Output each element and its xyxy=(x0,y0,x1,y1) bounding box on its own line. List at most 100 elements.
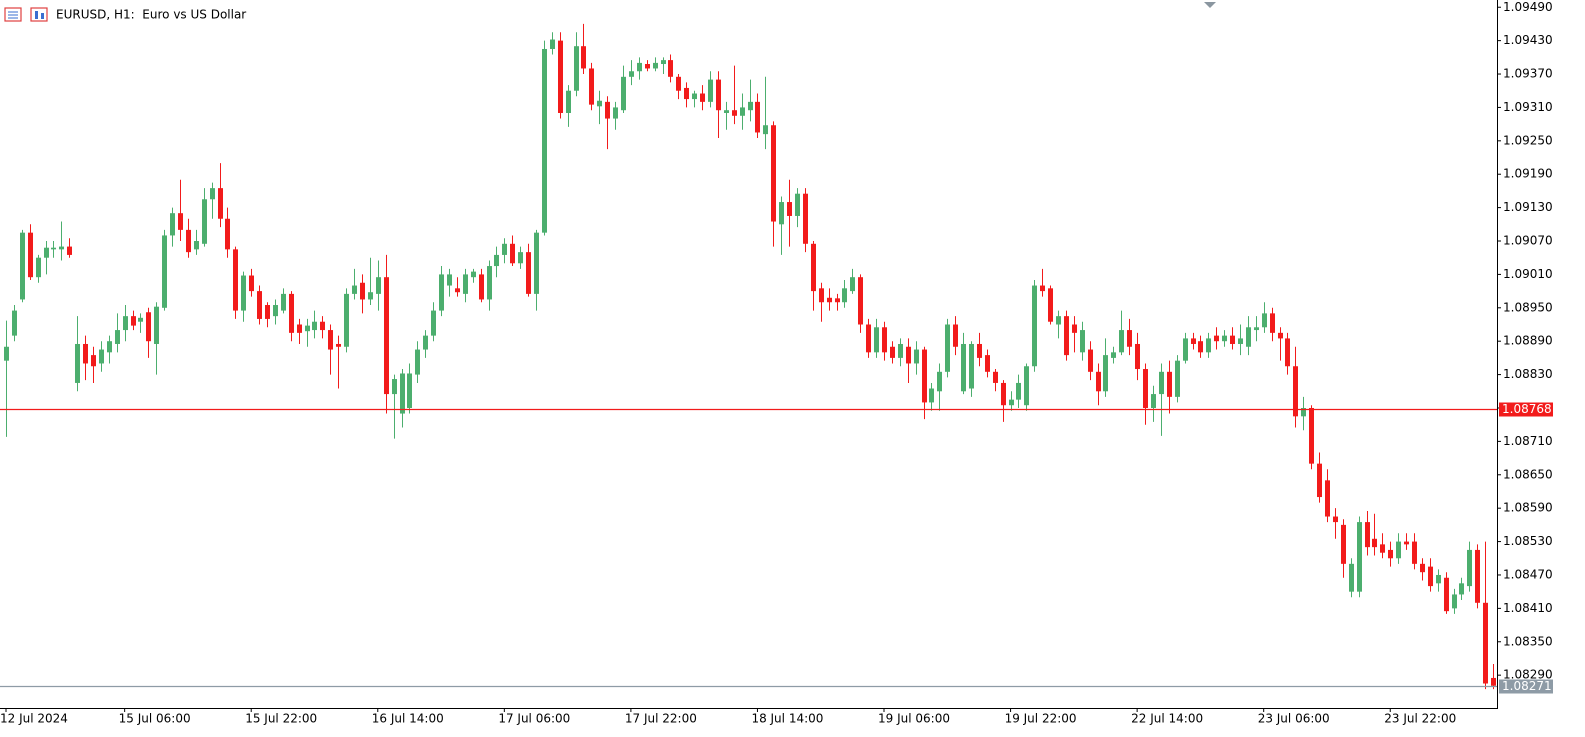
candle-body xyxy=(289,293,294,333)
candle-body xyxy=(748,101,753,111)
candle-body xyxy=(44,247,49,258)
candle-body xyxy=(629,71,634,77)
candle-body xyxy=(1001,382,1006,406)
candle-body xyxy=(1309,407,1314,464)
candle-body xyxy=(1080,330,1085,353)
candle-body xyxy=(898,343,903,358)
x-tick-label: 18 Jul 14:00 xyxy=(751,712,823,726)
candle-body xyxy=(1016,382,1021,400)
candle-body xyxy=(392,379,397,395)
y-tick-label: 1.09430 xyxy=(1503,33,1553,47)
y-tick-label: 1.08590 xyxy=(1503,501,1553,515)
candle-body xyxy=(233,249,238,311)
candle-body xyxy=(471,271,476,278)
x-tick-label: 17 Jul 06:00 xyxy=(498,712,570,726)
candle-body xyxy=(12,310,17,336)
candle-body xyxy=(1428,566,1433,587)
x-tick-label: 12 Jul 2024 xyxy=(0,712,68,726)
candles xyxy=(4,23,1496,690)
candle-body xyxy=(1293,366,1298,417)
candle-body xyxy=(20,232,25,300)
candle-body xyxy=(661,60,666,65)
candle-body xyxy=(186,229,191,253)
candle-body xyxy=(1475,549,1480,603)
candle-body xyxy=(178,213,183,230)
candle-body xyxy=(953,324,958,347)
candle-body xyxy=(1151,394,1156,408)
candle-body xyxy=(929,388,934,403)
candle-body xyxy=(510,243,515,264)
candle-body xyxy=(273,305,278,317)
candle-body xyxy=(637,62,642,72)
candle-body xyxy=(1341,524,1346,564)
candle-body xyxy=(1467,549,1472,587)
price-label-box xyxy=(1499,402,1553,417)
candle-body xyxy=(724,110,729,113)
candle-body xyxy=(835,298,840,303)
candle-body xyxy=(945,324,950,372)
y-tick-label: 1.09010 xyxy=(1503,267,1553,281)
candle-body xyxy=(1412,541,1417,564)
candle-body xyxy=(550,39,555,49)
candle-body xyxy=(771,125,776,222)
candle-body xyxy=(866,324,871,353)
candle-body xyxy=(28,232,33,278)
candle-body xyxy=(1111,352,1116,358)
candle-body xyxy=(755,101,760,133)
candle-body xyxy=(1119,330,1124,353)
candle-body xyxy=(162,235,167,308)
candle-body xyxy=(494,254,499,267)
candle-body xyxy=(574,46,579,91)
candle-body xyxy=(716,79,721,111)
candle-body xyxy=(1198,341,1203,353)
y-tick-label: 1.08410 xyxy=(1503,601,1553,615)
candle-body xyxy=(937,371,942,392)
candle-body xyxy=(740,107,745,116)
candle-body xyxy=(423,335,428,350)
candle-body xyxy=(1238,338,1243,344)
candle-body xyxy=(692,93,697,100)
shift-marker[interactable] xyxy=(1204,2,1216,8)
candle-body xyxy=(850,277,855,292)
candle-body xyxy=(376,277,381,294)
candle-body xyxy=(969,343,974,389)
candle-body xyxy=(297,324,302,333)
candle-body xyxy=(51,247,56,250)
x-tick-label: 15 Jul 06:00 xyxy=(119,712,191,726)
icon-bar xyxy=(35,11,38,19)
candle-body xyxy=(613,107,618,119)
candle-body xyxy=(384,277,389,395)
candle-body xyxy=(605,101,610,119)
candle-body xyxy=(1491,677,1496,686)
candle-body xyxy=(1175,360,1180,397)
candle-body xyxy=(858,277,863,325)
candle-body xyxy=(795,193,800,216)
candle-body xyxy=(1064,316,1069,356)
candle-body xyxy=(1032,285,1037,367)
icon-chart[interactable] xyxy=(30,7,48,22)
candle-body xyxy=(83,343,88,364)
x-tick-label: 22 Jul 14:00 xyxy=(1131,712,1203,726)
candle-body xyxy=(1103,355,1108,392)
candle-body xyxy=(1024,366,1029,406)
candle-body xyxy=(487,266,492,300)
icon-bar xyxy=(41,13,44,19)
price-label: 1.08768 xyxy=(1502,402,1552,416)
candle-body xyxy=(1096,371,1101,392)
candle-body xyxy=(36,257,41,278)
candle-body xyxy=(1396,541,1401,559)
y-tick-label: 1.09310 xyxy=(1503,100,1553,114)
candle-body xyxy=(1135,343,1140,370)
candle-body xyxy=(328,330,333,350)
candle-body xyxy=(1206,338,1211,353)
candle-body xyxy=(170,213,175,236)
candle-body xyxy=(344,293,349,347)
candle-body xyxy=(534,232,539,294)
candle-body xyxy=(305,325,310,332)
candle-body xyxy=(1388,549,1393,559)
candle-body xyxy=(676,76,681,91)
candle-body xyxy=(91,355,96,367)
x-tick-label: 16 Jul 14:00 xyxy=(372,712,444,726)
y-tick-label: 1.09190 xyxy=(1503,167,1553,181)
